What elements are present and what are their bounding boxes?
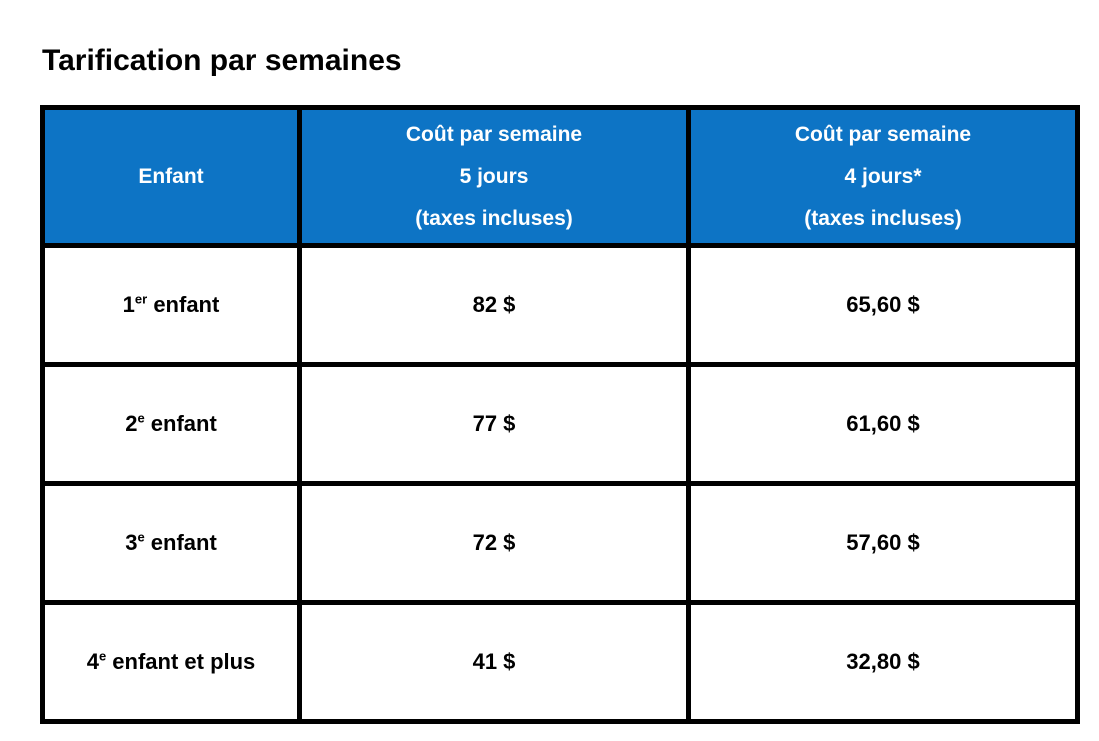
ordinal: 2 — [125, 411, 138, 436]
row-label-cell: 1er enfant — [40, 243, 302, 367]
header-week4-line1: Coût par semaine — [794, 122, 972, 146]
price-5days-cell: 82 $ — [297, 243, 691, 367]
table-row: 2e enfant 77 $ 61,60 $ — [40, 362, 1080, 486]
table-row: 4e enfant et plus 41 $ 32,80 $ — [40, 600, 1080, 724]
header-cell-week5: Coût par semaine 5 jours (taxes incluses… — [297, 105, 691, 248]
row-label: enfant — [147, 292, 220, 317]
price-5days-cell: 77 $ — [297, 362, 691, 486]
header-week5-line1: Coût par semaine — [405, 122, 583, 146]
ordinal: 3 — [125, 530, 138, 555]
header-cell-enfant: Enfant — [40, 105, 302, 248]
header-week5-line3: (taxes incluses) — [415, 206, 573, 230]
price-5days-cell: 72 $ — [297, 481, 691, 605]
table-row: 3e enfant 72 $ 57,60 $ — [40, 481, 1080, 605]
price-5days-cell: 41 $ — [297, 600, 691, 724]
price-4days-cell: 57,60 $ — [686, 481, 1080, 605]
pricing-table: Enfant Coût par semaine 5 jours (taxes i… — [40, 105, 1080, 724]
price-4days-cell: 32,80 $ — [686, 600, 1080, 724]
ordinal-suffix: e — [137, 529, 145, 545]
price-4days-cell: 61,60 $ — [686, 362, 1080, 486]
ordinal-suffix: e — [98, 648, 107, 664]
ordinal: 1 — [122, 292, 135, 317]
row-label-cell: 4e enfant et plus — [40, 600, 302, 724]
header-row: Enfant Coût par semaine 5 jours (taxes i… — [40, 105, 1080, 248]
row-label: enfant et plus — [106, 649, 256, 674]
ordinal-suffix: er — [134, 291, 148, 307]
table-row: 1er enfant 82 $ 65,60 $ — [40, 243, 1080, 367]
page-title: Tarification par semaines — [42, 44, 402, 77]
header-label-enfant: Enfant — [138, 164, 204, 188]
header-week4-line3: (taxes incluses) — [804, 206, 962, 230]
header-week4-line2: 4 jours* — [844, 164, 922, 188]
row-label-cell: 3e enfant — [40, 481, 302, 605]
ordinal-suffix: e — [137, 410, 145, 426]
ordinal: 4 — [86, 649, 99, 674]
row-label: enfant — [144, 530, 217, 555]
row-label: enfant — [144, 411, 217, 436]
header-week5-line2: 5 jours — [459, 164, 529, 188]
row-label-cell: 2e enfant — [40, 362, 302, 486]
header-cell-week4: Coût par semaine 4 jours* (taxes incluse… — [686, 105, 1080, 248]
price-4days-cell: 65,60 $ — [686, 243, 1080, 367]
